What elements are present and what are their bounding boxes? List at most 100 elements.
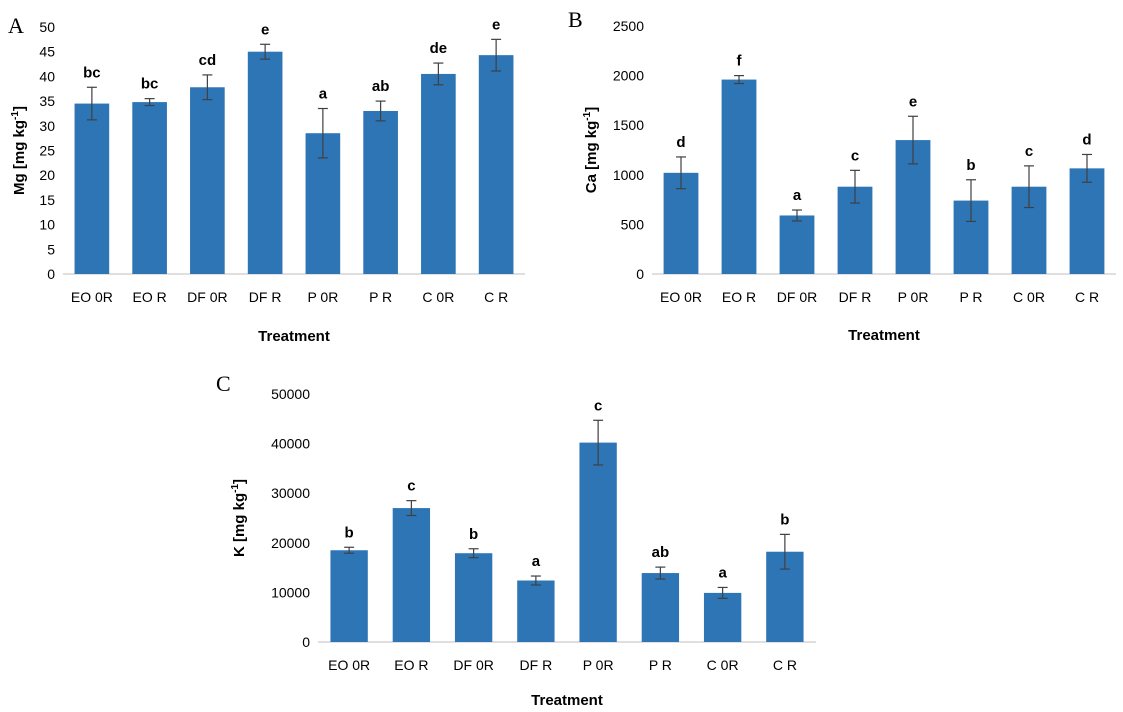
x-axis-title: Treatment	[848, 327, 920, 344]
bar-b-3	[779, 215, 815, 274]
significance-letter: a	[319, 86, 328, 103]
error-bar	[850, 169, 860, 204]
y-tick-label: 2000	[613, 68, 644, 84]
error-bar	[530, 575, 541, 586]
x-tick-label: DF R	[249, 289, 282, 305]
bar-a-4	[247, 51, 283, 275]
x-tick-label: EO R	[722, 289, 756, 305]
y-tick-label: 45	[39, 44, 55, 60]
x-tick-label: P R	[649, 657, 672, 673]
bar-c-7	[703, 592, 742, 642]
error-bar	[406, 500, 417, 517]
error-bar	[144, 98, 155, 107]
x-tick-label: P 0R	[898, 289, 929, 305]
significance-letter: ab	[652, 544, 670, 561]
y-tick-label: 2500	[613, 18, 644, 34]
error-bar	[375, 100, 386, 122]
x-tick-label: DF 0R	[453, 657, 493, 673]
error-bar	[676, 156, 686, 190]
y-tick-label: 25	[39, 143, 55, 159]
y-tick-label: 1000	[613, 167, 644, 183]
y-tick-label: 0	[636, 266, 644, 282]
y-tick-label: 50	[39, 19, 55, 35]
significance-letter: de	[430, 40, 448, 57]
error-bar	[86, 86, 97, 121]
significance-letter: d	[1082, 131, 1091, 148]
error-bar	[433, 62, 444, 86]
x-tick-label: DF 0R	[187, 289, 227, 305]
panel-letter-c: C	[216, 371, 231, 396]
significance-letter: e	[909, 93, 917, 110]
error-bar	[202, 74, 213, 101]
x-tick-label: C R	[484, 289, 508, 305]
chart-panel-a: A 0 5 10 15 20 25 30 35 40 45 50 Mg [mg kg-1] bc EO 0R…	[8, 13, 525, 345]
bar-c-1	[330, 550, 368, 642]
x-tick-label: C 0R	[1013, 289, 1045, 305]
significance-letter: e	[492, 16, 500, 33]
y-tick-label: 500	[621, 216, 645, 232]
panel-letter-b: B	[568, 7, 583, 32]
x-tick-label: C 0R	[422, 289, 454, 305]
bar-a-8	[478, 55, 514, 274]
error-bar	[317, 107, 328, 159]
x-tick-label: EO R	[394, 657, 428, 673]
bar-b-8	[1069, 168, 1105, 274]
x-tick-label: P R	[959, 289, 982, 305]
error-bar	[717, 586, 728, 599]
error-bar	[655, 566, 666, 580]
x-tick-label: C R	[773, 657, 797, 673]
y-tick-label: 0	[302, 634, 310, 650]
error-bar	[779, 533, 790, 570]
y-axis-title: Mg [mg kg-1]	[10, 106, 28, 195]
y-tick-label: 20	[39, 167, 55, 183]
y-tick-label: 10000	[271, 584, 310, 600]
error-bar	[908, 115, 918, 165]
error-bar	[966, 179, 976, 223]
bar-c-5	[579, 442, 617, 642]
error-bar	[593, 419, 604, 466]
y-tick-label: 40000	[271, 436, 310, 452]
significance-letter: d	[676, 134, 685, 151]
bar-c-2	[392, 508, 431, 642]
x-tick-label: DF R	[520, 657, 553, 673]
x-tick-label: C R	[1075, 289, 1099, 305]
x-tick-label: C 0R	[707, 657, 739, 673]
significance-letter: b	[469, 526, 478, 543]
y-axis-title: Ca [mg kg-1]	[582, 107, 600, 193]
bar-c-4	[517, 580, 555, 642]
error-bar	[1082, 153, 1092, 183]
y-tick-label: 30000	[271, 485, 310, 501]
significance-letter: cd	[199, 52, 217, 69]
x-tick-label: EO R	[133, 289, 167, 305]
bar-a-6	[363, 110, 398, 274]
x-tick-label: EO 0R	[71, 289, 113, 305]
significance-letter: c	[1025, 143, 1033, 160]
error-bar	[1024, 165, 1034, 209]
x-tick-label: EO 0R	[328, 657, 370, 673]
x-axis-title: Treatment	[531, 692, 603, 709]
x-tick-label: P 0R	[583, 657, 614, 673]
error-bar	[491, 38, 502, 72]
y-tick-label: 30	[39, 118, 55, 134]
significance-letter: bc	[83, 64, 101, 81]
y-tick-label: 15	[39, 192, 55, 208]
bar-a-3	[190, 87, 225, 274]
significance-letter: c	[851, 147, 859, 164]
bar-b-2	[721, 79, 757, 275]
significance-letter: c	[594, 397, 602, 414]
bar-a-1	[74, 103, 110, 274]
error-bar	[468, 548, 479, 559]
bar-c-6	[641, 573, 680, 642]
bar-a-2	[132, 102, 167, 274]
significance-letter: a	[793, 187, 802, 204]
bar-b-1	[663, 172, 699, 274]
y-axis-title: K [mg kg-1]	[230, 479, 248, 557]
y-tick-label: 40	[39, 68, 55, 84]
x-tick-label: P 0R	[307, 289, 338, 305]
significance-letter: f	[737, 53, 743, 70]
y-tick-label: 5	[47, 241, 55, 257]
y-tick-label: 50000	[271, 386, 310, 402]
error-bar	[260, 43, 271, 60]
error-bar	[344, 546, 355, 554]
